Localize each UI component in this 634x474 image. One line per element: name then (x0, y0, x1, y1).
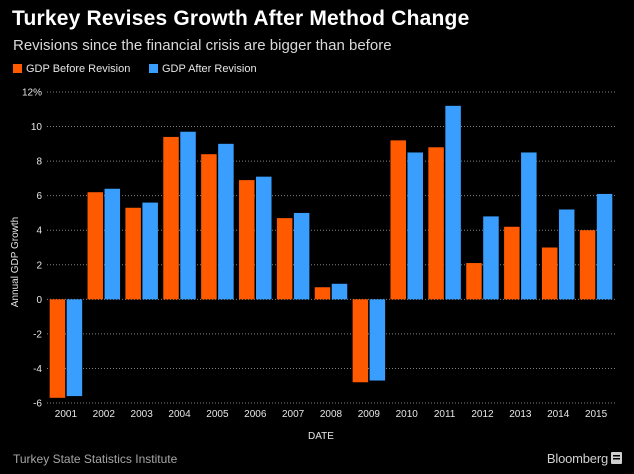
x-axis-label: DATE (308, 431, 334, 442)
chart-title: Turkey Revises Growth After Method Chang… (12, 7, 470, 30)
bar-before-2012 (466, 263, 482, 300)
y-tick-label: 2 (36, 260, 42, 271)
bar-after-2003 (142, 202, 158, 300)
bar-before-2008 (314, 287, 331, 300)
legend-item-after: GDP After Revision (149, 63, 257, 75)
bars (49, 105, 613, 398)
bar-before-2003 (125, 207, 141, 300)
bar-before-2001 (49, 299, 66, 398)
axes: -6 -4 -2 0 2 4 6 8 10 12% 2001 2002 2003 2004 2005 2006… (22, 88, 608, 421)
x-tick-label: 2008 (320, 409, 343, 420)
y-tick-label: 8 (36, 157, 42, 168)
x-tick-label: 2003 (131, 409, 154, 420)
bar-after-2007 (293, 212, 310, 300)
legend-swatch-before (13, 64, 22, 73)
x-tick-label: 2004 (168, 409, 191, 420)
bar-before-2013 (504, 226, 520, 300)
legend-swatch-after (149, 64, 158, 73)
y-tick-label: -4 (33, 364, 42, 375)
x-tick-label: 2012 (471, 409, 494, 420)
source-note: Turkey State Statistics Institute (13, 452, 178, 466)
legend-label-before: GDP Before Revision (26, 63, 131, 75)
bar-after-2012 (483, 216, 499, 300)
bar-before-2005 (201, 154, 217, 300)
x-tick-label: 2002 (93, 409, 116, 420)
bar-after-2015 (596, 193, 613, 300)
x-tick-label: 2011 (434, 409, 456, 420)
y-tick-label: -6 (33, 399, 42, 410)
bar-after-2004 (180, 131, 196, 300)
brand-logo: Bloomberg (546, 451, 608, 466)
legend-label-after: GDP After Revision (162, 63, 257, 75)
chart-subtitle: Revisions since the financial crisis are… (13, 37, 392, 54)
x-tick-label: 2014 (547, 409, 570, 420)
bar-before-2011 (428, 147, 444, 300)
bar-before-2007 (276, 218, 293, 300)
y-tick-label: 0 (36, 295, 42, 306)
x-tick-label: 2013 (509, 409, 532, 420)
bar-before-2014 (541, 247, 558, 300)
bar-after-2005 (218, 143, 234, 300)
x-tick-label: 2007 (282, 409, 305, 420)
bar-after-2014 (558, 209, 575, 300)
bar-after-2008 (331, 283, 348, 300)
bar-before-2015 (579, 230, 596, 300)
bar-after-2010 (407, 152, 423, 300)
bar-after-2013 (521, 152, 537, 300)
bar-after-2011 (445, 105, 461, 300)
x-tick-label: 2009 (358, 409, 381, 420)
y-tick-label: -2 (33, 329, 42, 340)
legend-item-before: GDP Before Revision (13, 63, 130, 75)
x-tick-label: 2005 (206, 409, 229, 420)
x-tick-label: 2001 (55, 409, 78, 420)
y-tick-label: 12% (22, 88, 42, 99)
y-tick-label: 6 (36, 191, 42, 202)
bar-after-2006 (256, 176, 272, 300)
y-axis-label: Annual GDP Growth (10, 217, 21, 307)
bar-before-2009 (352, 299, 369, 383)
y-tick-label: 10 (31, 122, 43, 133)
bar-before-2010 (390, 140, 406, 300)
bar-after-2009 (369, 299, 386, 381)
bar-after-2001 (66, 299, 83, 397)
bar-after-2002 (104, 188, 121, 300)
bar-before-2006 (239, 180, 255, 300)
bar-before-2002 (87, 192, 104, 300)
x-tick-label: 2006 (244, 409, 267, 420)
x-tick-label: 2010 (396, 409, 419, 420)
bar-before-2004 (163, 136, 179, 300)
y-tick-label: 4 (36, 226, 42, 237)
bloomberg-terminal-icon (611, 452, 622, 464)
x-tick-label: 2015 (585, 409, 608, 420)
